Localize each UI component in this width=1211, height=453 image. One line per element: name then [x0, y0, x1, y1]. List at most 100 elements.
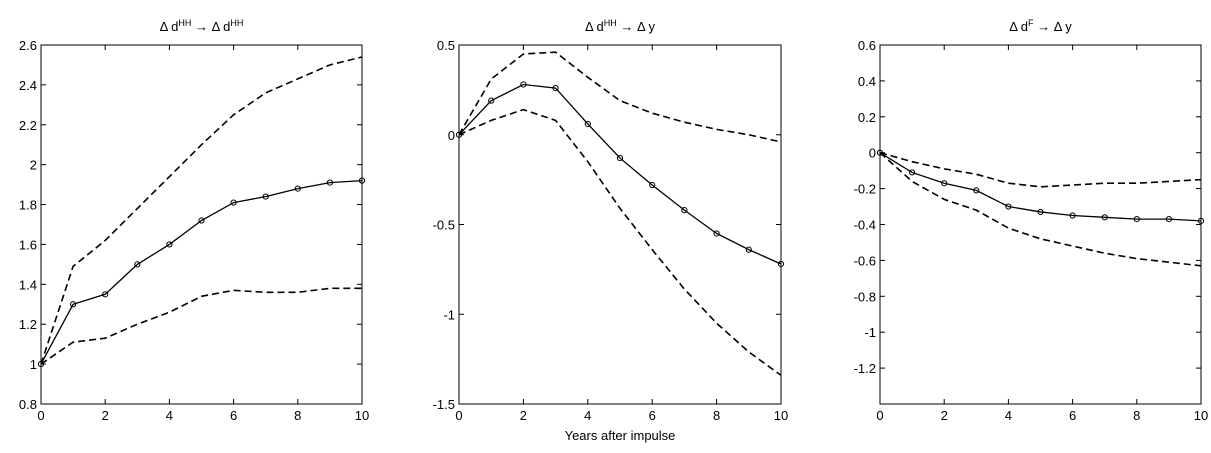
x-tick-label: 10: [774, 408, 788, 423]
point-marker: [358, 177, 366, 184]
plot-frame: [458, 44, 782, 405]
y-tick-label: 0: [869, 146, 876, 161]
title-part: HH: [178, 18, 191, 28]
y-tick-label: -0.6: [854, 253, 876, 268]
y-tick-label: 2.2: [19, 118, 37, 133]
y-tick-label: 1.8: [19, 198, 37, 213]
title-part: HH: [230, 18, 243, 28]
x-tick-label: 0: [455, 408, 462, 423]
chart-title: Δ dF → Δ y: [1009, 18, 1072, 34]
point-marker: [230, 199, 237, 206]
y-tick-label: 1.2: [19, 317, 37, 332]
point-marker: [1037, 208, 1044, 216]
x-tick-label: 0: [37, 408, 44, 423]
series-line: [458, 108, 782, 376]
point-marker: [520, 81, 527, 88]
point-marker: [1005, 203, 1012, 210]
chart-title: Δ dHH → Δ y: [585, 18, 656, 34]
x-tick-label: 2: [941, 408, 948, 423]
y-tick-label: -0.5: [433, 218, 455, 233]
x-tick-label: 10: [1194, 408, 1208, 423]
x-tick-label: 2: [520, 408, 527, 423]
point-marker: [198, 217, 205, 224]
chart-title: Δ dHH → Δ dHH: [160, 18, 244, 34]
series-line: [879, 152, 1202, 267]
title-part: Δ d: [585, 19, 604, 34]
point-marker: [941, 180, 948, 187]
y-tick-label: 0.6: [858, 38, 876, 53]
y-tick-label: -0.8: [854, 289, 876, 304]
x-tick-label: 0: [876, 408, 883, 423]
title-part: → Δ y: [617, 19, 656, 34]
x-tick-label: 4: [584, 408, 591, 423]
y-tick-label: -1.2: [854, 361, 876, 376]
x-tick-label: 4: [166, 408, 173, 423]
y-tick-label: 1.4: [19, 277, 37, 292]
x-tick-label: 4: [1005, 408, 1012, 423]
series-line: [458, 51, 782, 143]
plot-frame: [40, 44, 363, 405]
y-tick-label: 0.4: [858, 74, 876, 89]
y-tick-label: 0.8: [19, 397, 37, 412]
y-tick-label: -1: [443, 307, 455, 322]
y-tick-label: -1.5: [433, 397, 455, 412]
point-marker: [552, 84, 559, 92]
title-part: F: [1028, 18, 1034, 28]
point-marker: [1197, 217, 1205, 225]
x-tick-label: 8: [1133, 408, 1140, 423]
point-marker: [1165, 216, 1173, 223]
title-part: Δ d: [1009, 19, 1028, 34]
y-tick-label: -0.4: [854, 218, 876, 233]
y-tick-label: -1: [864, 325, 876, 340]
point-marker: [616, 154, 624, 162]
series-line: [40, 179, 363, 365]
point-marker: [102, 291, 109, 298]
point-marker: [294, 185, 301, 192]
y-tick-label: 2: [30, 158, 37, 173]
series-line: [879, 151, 1202, 188]
y-tick-label: 2.6: [19, 38, 37, 53]
point-marker: [1101, 214, 1108, 221]
point-marker: [37, 361, 45, 368]
point-marker: [973, 187, 980, 194]
x-tick-label: 6: [1069, 408, 1076, 423]
point-marker: [488, 97, 495, 104]
x-tick-label: 10: [355, 408, 369, 423]
point-marker: [262, 193, 269, 200]
series-line: [40, 56, 363, 365]
plot-frame: [879, 44, 1202, 405]
title-part: → Δ d: [191, 19, 230, 34]
point-marker: [70, 301, 77, 308]
point-marker: [713, 230, 720, 237]
point-marker: [584, 120, 591, 128]
title-part: → Δ y: [1034, 19, 1073, 34]
y-tick-label: 0: [448, 128, 455, 143]
point-marker: [745, 246, 752, 253]
x-tick-label: 6: [649, 408, 656, 423]
x-tick-label: 8: [294, 408, 301, 423]
series-line: [458, 83, 782, 265]
y-tick-label: -0.2: [854, 182, 876, 197]
point-marker: [681, 207, 688, 214]
point-marker: [649, 181, 656, 189]
y-tick-label: 0.5: [437, 38, 455, 53]
point-marker: [134, 261, 141, 268]
point-marker: [1133, 216, 1140, 223]
x-tick-label: 2: [102, 408, 109, 423]
point-marker: [455, 131, 463, 138]
point-marker: [909, 169, 916, 176]
series-line: [879, 152, 1202, 222]
x-tick-label: 6: [230, 408, 237, 423]
series-line: [40, 287, 362, 365]
title-part: HH: [604, 18, 617, 28]
point-marker: [166, 241, 173, 248]
x-axis-label: Years after impulse: [565, 428, 676, 443]
point-marker: [777, 260, 785, 268]
y-tick-label: 2.4: [19, 78, 37, 93]
y-tick-label: 0.2: [858, 110, 876, 125]
title-part: Δ d: [160, 19, 179, 34]
point-marker: [326, 179, 333, 186]
y-tick-label: 1: [30, 357, 37, 372]
x-tick-label: 8: [713, 408, 720, 423]
